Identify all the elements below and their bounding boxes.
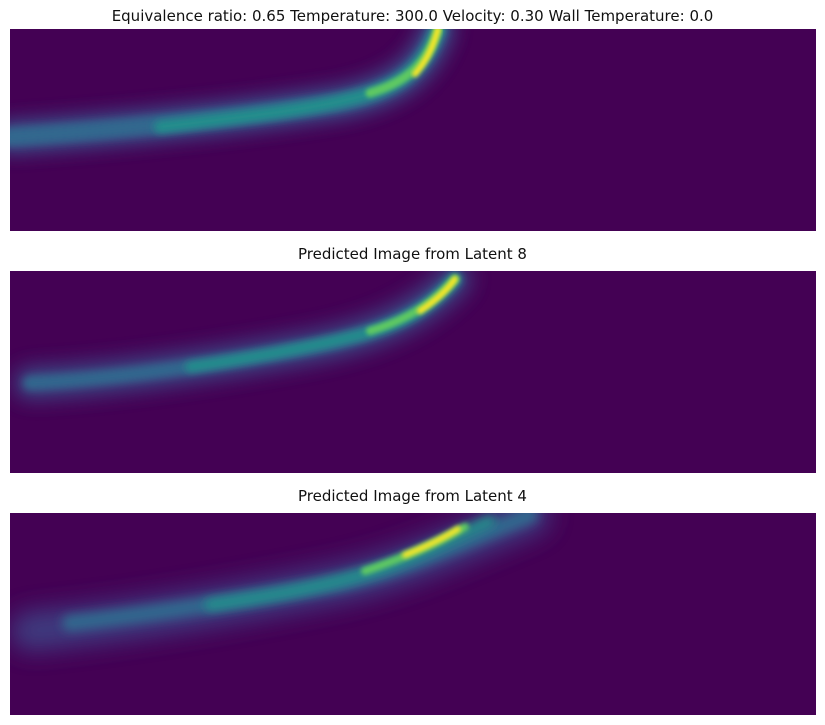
panel-3-image (10, 513, 816, 715)
panel-2-title: Predicted Image from Latent 8 (298, 245, 527, 263)
panel-1-image (10, 29, 816, 231)
panel-1-title: Equivalence ratio: 0.65 Temperature: 300… (111, 7, 714, 25)
panel-3-title: Predicted Image from Latent 4 (298, 487, 527, 505)
panel-2-image (10, 271, 816, 473)
